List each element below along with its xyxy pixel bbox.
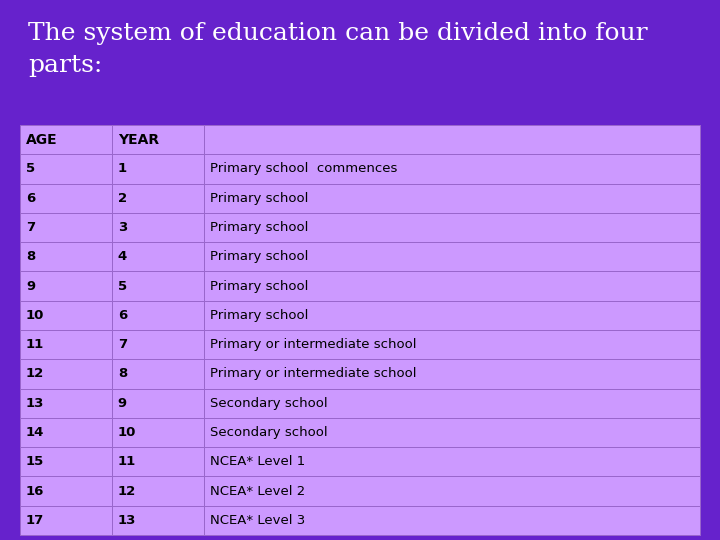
Text: 9: 9 [26, 280, 35, 293]
Text: 8: 8 [118, 367, 127, 380]
Bar [20, 125, 112, 154]
Bar [20, 447, 112, 476]
Text: Secondary school: Secondary school [210, 397, 327, 410]
Bar [20, 506, 112, 535]
Bar [204, 184, 700, 213]
Bar [20, 301, 112, 330]
Text: Primary school: Primary school [210, 309, 308, 322]
Bar [204, 359, 700, 389]
Text: Primary school  commences: Primary school commences [210, 163, 397, 176]
Text: 7: 7 [118, 338, 127, 351]
Bar [204, 213, 700, 242]
Bar [204, 506, 700, 535]
Text: 7: 7 [26, 221, 35, 234]
Bar [112, 447, 204, 476]
Bar [204, 447, 700, 476]
Bar [20, 330, 112, 359]
Bar [204, 242, 700, 272]
Bar [112, 125, 204, 154]
Text: Primary or intermediate school: Primary or intermediate school [210, 338, 416, 351]
Text: YEAR: YEAR [118, 133, 159, 147]
Text: Primary or intermediate school: Primary or intermediate school [210, 367, 416, 380]
Text: 5: 5 [118, 280, 127, 293]
Text: 16: 16 [26, 484, 45, 497]
Text: Secondary school: Secondary school [210, 426, 327, 439]
Text: 14: 14 [26, 426, 45, 439]
Text: 4: 4 [118, 250, 127, 264]
Bar [204, 272, 700, 301]
Text: 5: 5 [26, 163, 35, 176]
Text: 13: 13 [118, 514, 136, 527]
Text: 11: 11 [26, 338, 44, 351]
Text: 10: 10 [26, 309, 45, 322]
Bar [204, 301, 700, 330]
Text: 12: 12 [118, 484, 136, 497]
Text: 6: 6 [118, 309, 127, 322]
Text: 8: 8 [26, 250, 35, 264]
Text: NCEA* Level 3: NCEA* Level 3 [210, 514, 305, 527]
Text: Primary school: Primary school [210, 192, 308, 205]
Bar [20, 476, 112, 506]
Text: 13: 13 [26, 397, 45, 410]
Bar [20, 213, 112, 242]
Text: AGE: AGE [26, 133, 58, 147]
Bar [112, 213, 204, 242]
Bar [112, 184, 204, 213]
Text: 3: 3 [118, 221, 127, 234]
Bar [20, 154, 112, 184]
Text: parts:: parts: [28, 54, 102, 77]
Bar [20, 418, 112, 447]
Bar [204, 330, 700, 359]
Text: 1: 1 [118, 163, 127, 176]
Bar [112, 272, 204, 301]
Bar [20, 272, 112, 301]
Text: The system of education can be divided into four: The system of education can be divided i… [28, 22, 647, 45]
Bar [204, 418, 700, 447]
Text: NCEA* Level 1: NCEA* Level 1 [210, 455, 305, 468]
Bar [204, 125, 700, 154]
Text: 17: 17 [26, 514, 44, 527]
Bar [112, 154, 204, 184]
Text: 6: 6 [26, 192, 35, 205]
Bar [112, 418, 204, 447]
Text: 2: 2 [118, 192, 127, 205]
Bar [204, 476, 700, 506]
Bar [20, 359, 112, 389]
Text: 9: 9 [118, 397, 127, 410]
Text: 11: 11 [118, 455, 136, 468]
Bar [20, 184, 112, 213]
Bar [112, 301, 204, 330]
Text: Primary school: Primary school [210, 221, 308, 234]
Text: Primary school: Primary school [210, 250, 308, 264]
Text: 10: 10 [118, 426, 136, 439]
Text: 12: 12 [26, 367, 44, 380]
Bar [112, 506, 204, 535]
Text: Primary school: Primary school [210, 280, 308, 293]
Bar [112, 330, 204, 359]
Bar [112, 476, 204, 506]
Bar [204, 154, 700, 184]
Bar [20, 242, 112, 272]
Text: NCEA* Level 2: NCEA* Level 2 [210, 484, 305, 497]
Bar [112, 242, 204, 272]
Text: 15: 15 [26, 455, 44, 468]
Bar [112, 359, 204, 389]
Bar [204, 389, 700, 418]
Bar [112, 389, 204, 418]
Bar [20, 389, 112, 418]
